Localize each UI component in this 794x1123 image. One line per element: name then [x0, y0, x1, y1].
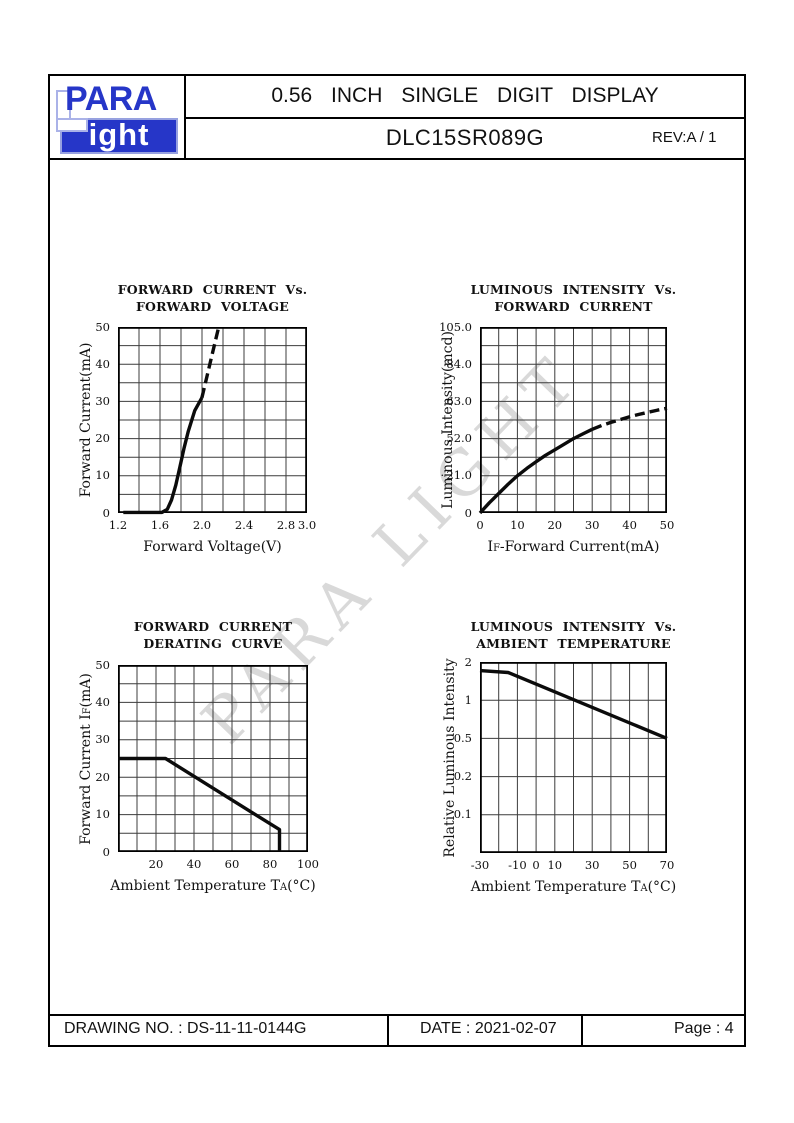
curve-solid: [478, 427, 593, 515]
chart-plot-luminous-intensity-vs-forward-current: [478, 326, 668, 515]
logo-l-block-foot: [56, 118, 88, 132]
y-tick: 63.0: [446, 393, 472, 408]
y-axis-label: Forward Current IF(mA): [78, 672, 94, 845]
y-tick: 2: [464, 654, 472, 669]
y-tick: 30: [95, 393, 110, 408]
x-axis-label: Ambient Temperature TA(°C): [470, 879, 677, 895]
header-row-divider: [186, 117, 744, 119]
y-tick: 30: [95, 732, 110, 747]
x-tick: 50: [659, 518, 675, 532]
y-tick: 10: [95, 807, 110, 822]
curve-dashed: [200, 326, 221, 399]
plot-border: [117, 326, 307, 513]
plot-border: [479, 326, 667, 513]
y-tick: 20: [95, 431, 110, 446]
x-tick: 2.8: [276, 518, 296, 532]
para-light-logo: ight PARA: [56, 78, 184, 158]
logo-cell-divider: [184, 74, 186, 159]
x-tick: 1.6: [150, 518, 170, 532]
y-axis-label: Forward Current(mA): [78, 342, 94, 498]
y-tick: 105.0: [439, 319, 472, 334]
page-number: Page : 4: [674, 1020, 734, 1037]
x-tick: 70: [659, 858, 675, 872]
y-tick: 40: [95, 356, 110, 371]
y-tick: 0: [102, 505, 110, 520]
logo-text-ight: ight: [88, 116, 150, 152]
x-tick: 1.2: [108, 518, 128, 532]
x-tick: 10: [510, 518, 525, 532]
x-tick: 2.0: [192, 518, 212, 532]
page-title: 0.56 INCH SINGLE DIGIT DISPLAY: [271, 84, 659, 107]
curve-solid: [118, 756, 282, 852]
y-tick: 1: [464, 692, 472, 707]
logo-text-para: PARA: [65, 80, 157, 118]
y-tick: 0.2: [453, 769, 472, 784]
x-tick: 0: [532, 858, 540, 872]
y-tick: 20: [95, 769, 110, 784]
x-tick: 30: [584, 518, 600, 532]
logo-l-block: [56, 90, 71, 124]
x-tick: 40: [622, 518, 637, 532]
page-border: [48, 74, 746, 1047]
y-tick: 50: [95, 319, 110, 334]
x-tick: 100: [297, 857, 319, 871]
x-tick: 0: [476, 518, 484, 532]
x-tick: 20: [547, 518, 563, 532]
x-tick: 60: [224, 857, 240, 871]
plot-border: [479, 661, 667, 853]
chart-title-forward-current-vs-forward-voltage: FORWARD CURRENT Vs. FORWARD VOLTAGE: [117, 282, 308, 315]
x-tick: -30: [470, 858, 490, 872]
y-tick: 50: [95, 657, 110, 672]
x-tick: 10: [547, 858, 563, 872]
y-tick: 0: [464, 505, 472, 520]
y-axis-label: Luminous Intensity(mcd): [440, 331, 456, 509]
revision-label: REV:A / 1: [652, 129, 717, 146]
chart-plot-forward-current-derating-curve: [117, 664, 308, 852]
header-bottom-rule: [48, 158, 746, 160]
x-tick: 3.0: [297, 518, 317, 532]
curve-solid: [123, 396, 204, 515]
y-tick: 10: [95, 468, 110, 483]
chart-title-forward-current-derating-curve: FORWARD CURRENT DERATING CURVE: [133, 619, 293, 652]
drawing-number: DRAWING NO. : DS-11-11-0144G: [64, 1020, 307, 1037]
x-axis-label: Forward Voltage(V): [143, 539, 282, 555]
x-tick: -10: [508, 858, 527, 872]
x-axis-label: Ambient Temperature TA(°C): [110, 878, 316, 894]
footer-divider-1: [387, 1016, 389, 1045]
x-tick: 50: [622, 858, 637, 872]
grid-lines: [118, 327, 307, 513]
chart-plot-forward-current-vs-forward-voltage: [117, 326, 307, 515]
y-tick: 84.0: [446, 356, 472, 371]
x-tick: 80: [262, 857, 278, 871]
y-axis-label: Relative Luminous Intensity: [442, 657, 458, 858]
grid-lines: [480, 662, 667, 853]
x-tick: 40: [186, 857, 202, 871]
part-number: DLC15SR089G: [385, 125, 545, 150]
x-tick: 2.4: [234, 518, 254, 532]
chart-title-luminous-intensity-vs-forward-current: LUMINOUS INTENSITY Vs. FORWARD CURRENT: [470, 282, 677, 315]
x-tick: 30: [584, 858, 600, 872]
y-tick: 0: [102, 844, 110, 859]
curve-dashed: [591, 406, 668, 431]
x-axis-label: IF-Forward Current(mA): [487, 539, 660, 555]
chart-plot-luminous-intensity-vs-ambient-temperature: [479, 661, 668, 853]
y-tick: 52.0: [446, 431, 472, 446]
logo-lower-box: ight: [60, 118, 178, 154]
y-tick: 40: [95, 694, 110, 709]
y-tick: 0.1: [453, 807, 472, 822]
y-tick: 0.5: [453, 730, 472, 745]
date-label: DATE : 2021-02-07: [420, 1020, 557, 1037]
footer-divider-2: [581, 1016, 583, 1045]
chart-title-luminous-intensity-vs-ambient-temperature: LUMINOUS INTENSITY Vs. AMBIENT TEMPERATUR…: [470, 619, 677, 652]
y-tick: 21.0: [446, 468, 472, 483]
curve-solid: [479, 668, 668, 740]
footer-top-rule: [48, 1014, 746, 1016]
x-tick: 20: [148, 857, 164, 871]
